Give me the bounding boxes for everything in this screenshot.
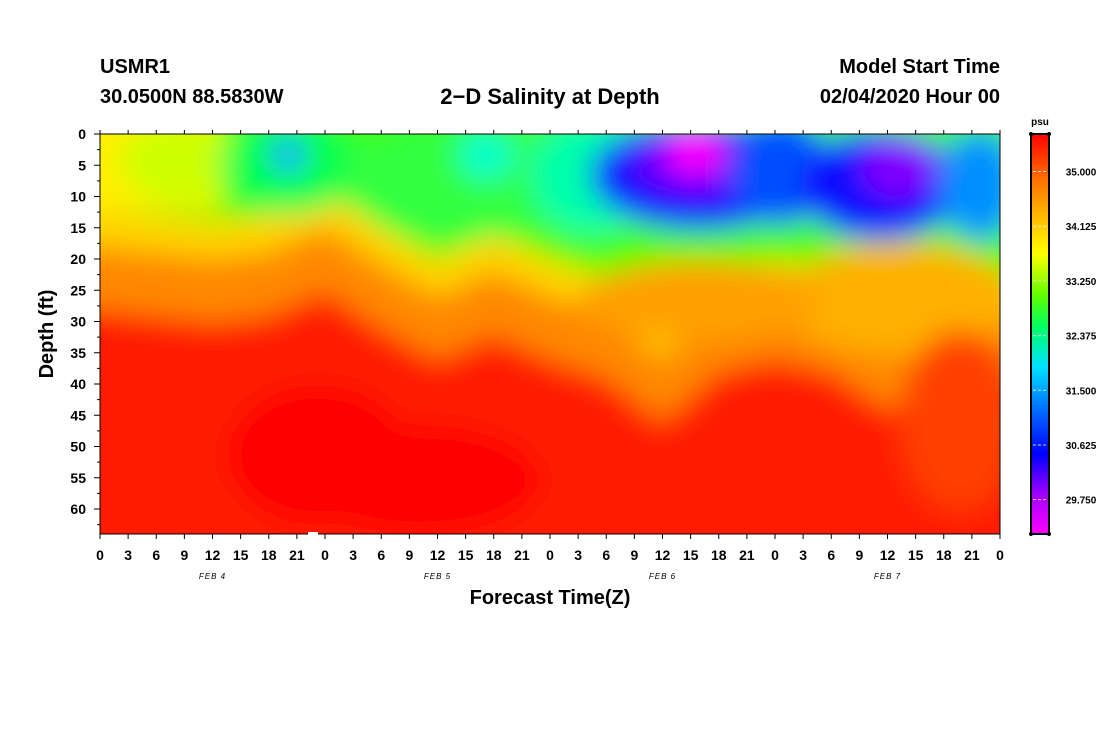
x-tick-label: 6	[152, 547, 160, 563]
y-tick-label: 60	[70, 501, 86, 517]
y-tick-label: 25	[70, 282, 86, 298]
y-tick-label: 20	[70, 251, 86, 267]
day-labels: FEB 4 FEB 5 FEB 6 FEB 7	[199, 572, 901, 581]
x-axis-title: Forecast Time(Z)	[470, 587, 631, 609]
x-tick-label: 9	[630, 547, 638, 563]
colorbar-corner	[1047, 132, 1051, 136]
colorbar-unit: psu	[1031, 117, 1049, 128]
y-tick-label: 10	[70, 189, 86, 205]
colorbar-tick-label: 31.500	[1066, 386, 1097, 397]
y-tick-label: 30	[70, 314, 86, 330]
colorbar-tick-label: 34.125	[1066, 222, 1097, 233]
colorbar-tick-label: 30.625	[1066, 441, 1097, 452]
x-tick-label: 21	[964, 547, 980, 563]
x-tick-label: 6	[827, 547, 835, 563]
colorbar-corner	[1029, 532, 1033, 536]
colorbar-tick-label: 29.750	[1066, 496, 1097, 507]
y-tick-label: 45	[70, 407, 86, 423]
x-tick-label: 18	[261, 547, 277, 563]
y-tick-label: 5	[78, 157, 86, 173]
x-tick-label: 12	[430, 547, 446, 563]
x-tick-label: 15	[908, 547, 924, 563]
y-tick-label: 15	[70, 220, 86, 236]
colorbar-tick-label: 33.250	[1066, 277, 1097, 288]
x-tick-label: 15	[233, 547, 249, 563]
x-tick-label: 3	[799, 547, 807, 563]
x-tick-label: 12	[880, 547, 896, 563]
plot-marker	[308, 532, 318, 535]
x-tick-label: 3	[124, 547, 132, 563]
colorbar-ticks: 35.000 34.125 33.250 32.375 31.500 30.625 29.7…	[1033, 168, 1097, 507]
station-id: USMR1	[100, 56, 171, 78]
station-coordinates: 30.0500N 88.5830W	[100, 86, 284, 108]
x-tick-label: 9	[180, 547, 188, 563]
colorbar-tick-label: 35.000	[1066, 168, 1097, 179]
colorbar-corner	[1047, 532, 1051, 536]
x-tick-label: 0	[96, 547, 104, 563]
colorbar-tick-label: 32.375	[1066, 332, 1097, 343]
y-axis: 0 5 10 15 20 25 30 35 40 45 50 55 60	[70, 126, 100, 526]
x-tick-label: 6	[377, 547, 385, 563]
x-tick-label: 3	[349, 547, 357, 563]
heatmap-field	[100, 134, 1000, 534]
colorbar-corner	[1029, 132, 1033, 136]
y-tick-label: 35	[70, 345, 86, 361]
x-tick-label: 21	[289, 547, 305, 563]
x-tick-label: 15	[683, 547, 699, 563]
x-tick-label: 0	[996, 547, 1004, 563]
model-start-value: 02/04/2020 Hour 00	[819, 86, 1000, 108]
x-tick-label: 21	[739, 547, 755, 563]
y-axis-title: Depth (ft)	[36, 290, 58, 379]
x-tick-label: 9	[405, 547, 413, 563]
y-tick-label: 0	[78, 126, 86, 142]
y-tick-label: 40	[70, 376, 86, 392]
x-tick-label: 9	[855, 547, 863, 563]
x-tick-label: 21	[514, 547, 530, 563]
y-tick-label: 55	[70, 470, 86, 486]
x-tick-label: 0	[321, 547, 329, 563]
colorbar-gradient	[1030, 133, 1050, 535]
x-tick-label: 12	[655, 547, 671, 563]
x-tick-label: 18	[486, 547, 502, 563]
x-tick-label: 18	[711, 547, 727, 563]
model-start-label: Model Start Time	[839, 56, 1000, 78]
x-tick-label: 6	[602, 547, 610, 563]
colorbar: psu 35.000 34.125 33.250 32.375 31.500 30.625…	[1029, 117, 1097, 536]
day-label: FEB 5	[424, 572, 451, 581]
day-label: FEB 4	[199, 572, 226, 581]
x-tick-label: 3	[574, 547, 582, 563]
x-tick-label: 12	[205, 547, 221, 563]
chart-title: 2−D Salinity at Depth	[440, 84, 660, 109]
y-tick-label: 50	[70, 439, 86, 455]
x-tick-label: 15	[458, 547, 474, 563]
day-label: FEB 6	[649, 572, 676, 581]
x-axis: 0 3 6 9 12 15 18 21 0 3 6 9 12 15 18 21 0 3 6 9 12 15 18 21 0 3 6 9…	[96, 130, 1004, 563]
x-tick-label: 0	[546, 547, 554, 563]
x-tick-label: 18	[936, 547, 952, 563]
day-label: FEB 7	[874, 572, 901, 581]
x-tick-label: 0	[771, 547, 779, 563]
